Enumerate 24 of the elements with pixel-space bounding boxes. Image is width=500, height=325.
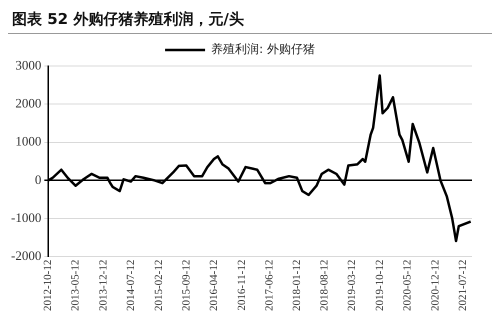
x-tick-label: 2016-11-12: [236, 260, 248, 311]
x-tick-label: 2016-04-12: [208, 260, 220, 311]
x-tick-label: 2020-05-12: [402, 260, 414, 311]
y-tick-label: 2000: [15, 96, 42, 111]
legend-label: 养殖利润: 外购仔猪: [211, 42, 315, 56]
x-tick-label: 2017-06-12: [263, 260, 276, 311]
x-tick-label: 2013-12-12: [98, 260, 110, 311]
chart-title: 图表 52 外购仔猪养殖利润，元/头: [11, 9, 245, 30]
x-tick-label: 2018-08-12: [318, 260, 331, 311]
x-tick-label: 2012-10-12: [42, 260, 54, 311]
x-tick-label: 2014-07-12: [125, 260, 138, 311]
y-tick-label: 3000: [15, 57, 42, 72]
y-tick-label: -2000: [10, 248, 42, 264]
y-tick-label: 1000: [15, 134, 42, 149]
x-tick-label: 2015-09-12: [180, 260, 192, 311]
x-tick-label: 2013-05-12: [70, 260, 82, 311]
x-tick-label: 2019-03-12: [346, 260, 358, 311]
x-tick-label: 2018-01-12: [291, 260, 304, 311]
x-tick-label: 2019-10-12: [374, 260, 386, 311]
x-tick-label: 2015-02-12: [152, 260, 165, 311]
y-tick-label: -1000: [10, 210, 42, 225]
x-tick-label: 2020-12-12: [429, 260, 442, 311]
y-tick-label: 0: [34, 172, 42, 187]
x-tick-label: 2021-07-12: [456, 260, 469, 311]
